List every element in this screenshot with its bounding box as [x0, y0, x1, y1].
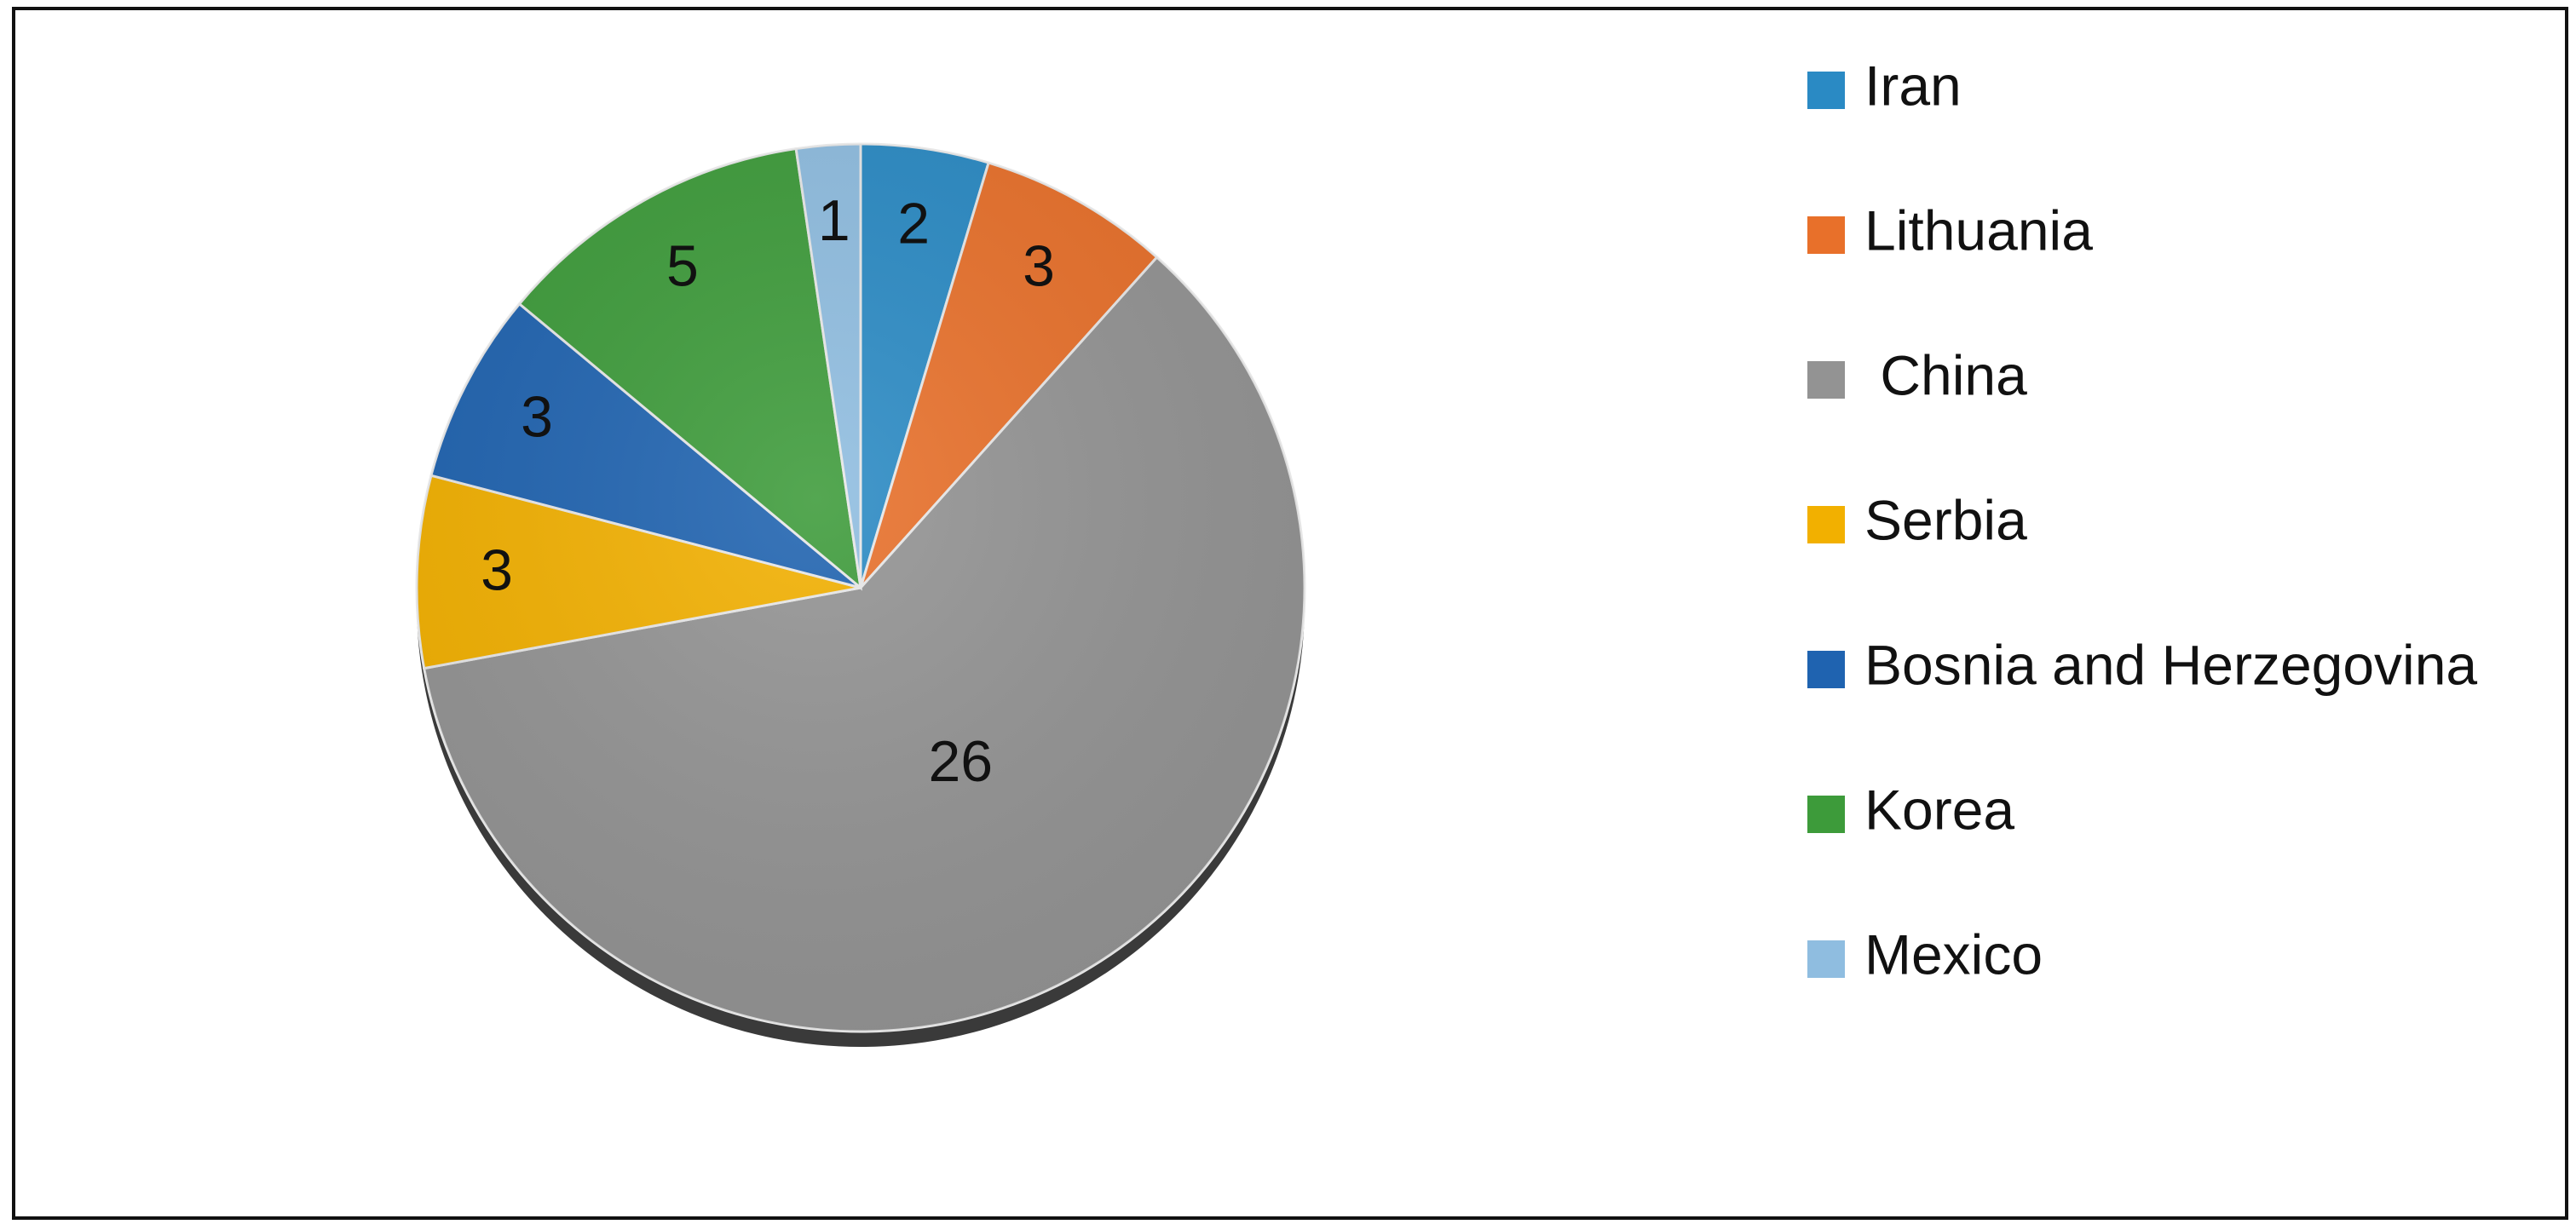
pie [415, 142, 1306, 1033]
legend-label: Lithuania [1864, 198, 2093, 262]
value-labels: 2 3 26 3 3 5 1 [481, 188, 1055, 794]
value-label: 2 [897, 191, 930, 256]
legend-label: Mexico [1864, 922, 2043, 986]
legend: Iran Lithuania China Serbia Bosnia and Herz… [1807, 54, 2477, 986]
legend-label: Korea [1864, 778, 2014, 841]
value-label: 3 [481, 537, 513, 602]
legend-label: Bosnia and Herzegovina [1864, 633, 2477, 696]
legend-swatch [1807, 796, 1845, 833]
value-label: 26 [928, 729, 993, 794]
legend-swatch [1807, 72, 1845, 109]
value-label: 5 [666, 233, 699, 298]
legend-label: Iran [1864, 54, 1962, 117]
legend-swatch [1807, 216, 1845, 254]
legend-swatch [1807, 361, 1845, 399]
legend-swatch [1807, 651, 1845, 688]
value-label: 1 [818, 188, 850, 253]
value-label: 3 [521, 385, 553, 450]
legend-label: China [1864, 343, 2027, 406]
legend-label: Serbia [1864, 488, 2027, 551]
value-label: 3 [1023, 233, 1055, 298]
legend-swatch [1807, 940, 1845, 978]
legend-swatch [1807, 506, 1845, 543]
